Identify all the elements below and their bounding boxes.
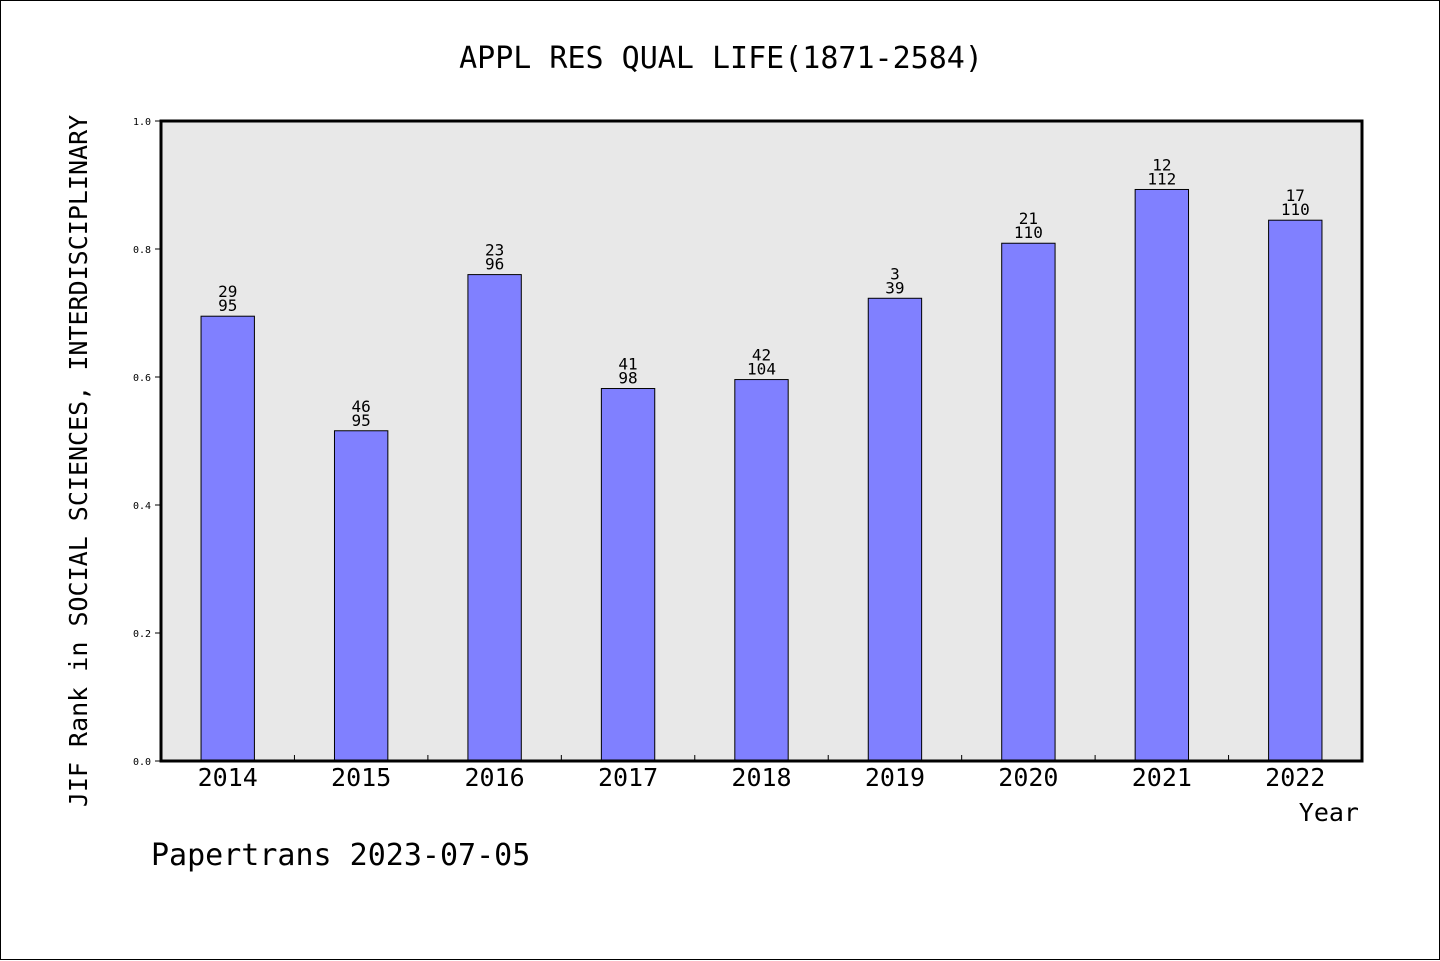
total-label-2021: 112: [1147, 169, 1176, 188]
total-label-2019: 39: [885, 278, 904, 297]
bar-2021: [1134, 188, 1190, 762]
total-label-2020: 110: [1014, 223, 1043, 242]
total-label-2018: 104: [747, 360, 776, 379]
rank-label-2018: 42: [752, 346, 771, 365]
y-tick-label-0.8: 0.8: [133, 245, 151, 256]
y-axis-label: JIF Rank in SOCIAL SCIENCES, INTERDISCIP…: [64, 115, 93, 807]
x-tick-label-2016: 2016: [465, 763, 525, 792]
x-tick-label-2018: 2018: [731, 763, 791, 792]
rank-label-2019: 3: [890, 264, 900, 283]
y-tick-label-0.2: 0.2: [133, 629, 151, 640]
bar-2016: [467, 274, 522, 762]
y-tick-label-0.4: 0.4: [133, 501, 151, 512]
x-tick-label-2015: 2015: [331, 763, 391, 792]
rank-label-2017: 41: [618, 355, 637, 374]
rank-label-2014: 29: [218, 282, 237, 301]
plot-frame: [159, 119, 1364, 763]
x-tick-label-2020: 2020: [998, 763, 1058, 792]
total-label-2016: 96: [485, 255, 504, 274]
y-tick-label-1.0: 1.0: [133, 117, 151, 128]
x-axis-ticks: 2014 2015 2016 2017 2018 2019 2020 2021 2022: [198, 755, 1325, 792]
y-tick-label-0.0: 0.0: [133, 757, 151, 768]
rank-label-2022: 17: [1286, 186, 1305, 205]
chart-title: APPL RES QUAL LIFE(1871-2584): [459, 41, 983, 76]
bar-2019: [867, 297, 923, 762]
x-tick-label-2014: 2014: [198, 763, 258, 792]
rank-label-2016: 23: [485, 241, 504, 260]
bar-2022: [1268, 219, 1323, 762]
rank-label-2020: 21: [1019, 209, 1038, 228]
bar-2015: [333, 430, 389, 762]
bar-2017: [600, 388, 656, 762]
y-tick-label-0.6: 0.6: [133, 373, 151, 384]
bar-2020: [1001, 242, 1056, 762]
rank-label-2021: 12: [1152, 155, 1171, 174]
x-axis-label: Year: [1299, 798, 1359, 827]
rank-label-2015: 46: [352, 397, 371, 416]
total-label-2022: 110: [1281, 200, 1310, 219]
x-tick-label-2022: 2022: [1265, 763, 1325, 792]
bar-2018: [734, 379, 789, 762]
x-tick-label-2019: 2019: [865, 763, 925, 792]
bars-layer: [200, 188, 1323, 762]
bar-2014: [200, 315, 255, 762]
total-label-2014: 95: [218, 296, 237, 315]
footer-watermark: Papertrans 2023-07-05: [151, 838, 530, 873]
x-tick-label-2017: 2017: [598, 763, 658, 792]
y-axis-ticks: 0.0 0.2 0.4 0.6 0.8 1.0: [133, 117, 161, 768]
total-label-2017: 98: [618, 369, 637, 388]
x-tick-label-2021: 2021: [1132, 763, 1192, 792]
total-label-2015: 95: [352, 411, 371, 430]
